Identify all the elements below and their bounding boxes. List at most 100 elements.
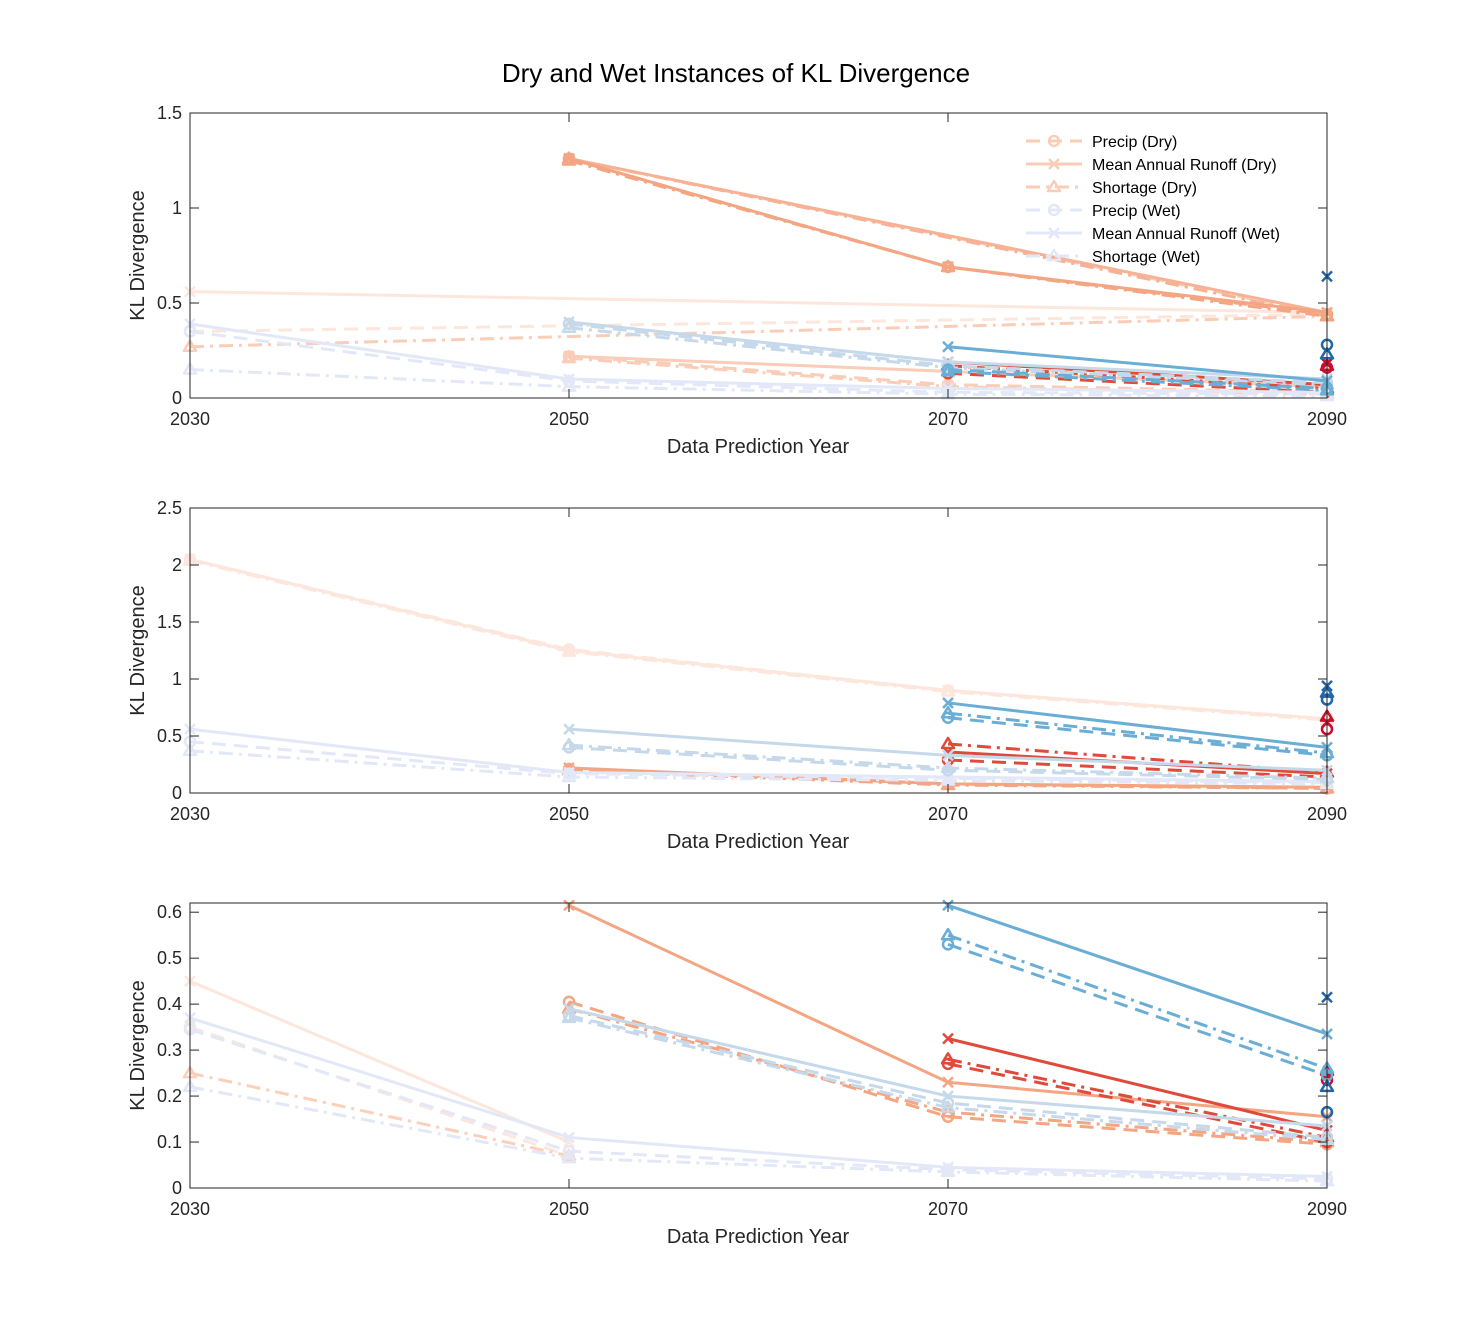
shortage-marker (940, 1100, 956, 1113)
y-tick-label: 0 (172, 1178, 182, 1198)
legend-marker (1047, 134, 1061, 148)
precip-marker (562, 1009, 576, 1022)
y-tick-label: 0 (172, 783, 182, 803)
runoff-marker (942, 684, 954, 697)
legend-marker (1048, 158, 1060, 170)
axes-box (189, 902, 1328, 1189)
shortage-marker (561, 320, 577, 333)
y-tick-label: 0.2 (157, 1086, 182, 1106)
y-axis-label: KL Divergence (127, 190, 149, 320)
series-line-shortage (189, 749, 1328, 786)
shortage-marker (940, 927, 956, 941)
shortage-marker (940, 736, 956, 750)
series-line-runoff (947, 1037, 1328, 1132)
shortage-marker (561, 737, 577, 751)
series-line-precip (189, 1027, 1328, 1181)
shortage-marker (940, 684, 956, 697)
legend-marker (1047, 203, 1061, 217)
shortage-marker (940, 760, 956, 774)
series-line-precip (568, 1014, 1328, 1139)
shortage-marker (940, 1164, 956, 1178)
plot-area (190, 903, 1327, 1188)
series-line-shortage (568, 743, 1328, 780)
y-axis-label: KL Divergence (127, 585, 149, 715)
axes-box (189, 112, 1328, 399)
data-layer (182, 553, 1335, 795)
x-tick-label: 2050 (549, 804, 589, 824)
panels: 2030 2050 2070 2090 0 0.5 1 1.5 Data Prediction … (127, 103, 1347, 1248)
precip-marker (562, 995, 576, 1009)
runoff-marker (942, 1090, 954, 1102)
series-line-precip (189, 330, 1328, 396)
series-line-shortage (947, 369, 1328, 392)
data-layer (182, 899, 1335, 1187)
figure-title: Dry and Wet Instances of KL Divergence (502, 58, 970, 88)
legend-marker (1046, 179, 1062, 193)
x-tick-label: 2090 (1307, 409, 1347, 429)
y-axis-label: KL Divergence (127, 980, 149, 1110)
runoff-marker (942, 749, 954, 762)
series-line-shortage (568, 157, 1328, 318)
y-tick-label: 0.6 (157, 902, 182, 922)
series-line-shortage (947, 742, 1328, 774)
x-axis-label: Data Prediction Year (667, 1226, 850, 1248)
series-line-shortage (568, 1007, 1328, 1144)
y-tick-label: 0.4 (157, 994, 182, 1014)
series-line-runoff (189, 727, 1328, 784)
shortage-marker (940, 1052, 956, 1065)
series-line-shortage (947, 1057, 1328, 1139)
x-tick-label: 2030 (170, 804, 210, 824)
precip-marker (941, 1163, 955, 1176)
x-tick-label: 2030 (170, 409, 210, 429)
shortage-marker (561, 644, 577, 657)
series-line-precip (947, 758, 1328, 779)
series-line-precip (568, 745, 1328, 781)
series-line-shortage (568, 1016, 1328, 1142)
legend-label: Shortage (Dry) (1092, 180, 1197, 197)
legend-label: Precip (Dry) (1092, 134, 1177, 151)
axes-box (189, 507, 1328, 794)
x-tick-label: 2090 (1307, 804, 1347, 824)
x-tick-label: 2070 (928, 409, 968, 429)
shortage-marker (561, 1010, 577, 1024)
legend-marker (1048, 227, 1060, 239)
y-tick-label: 2.5 (157, 498, 182, 518)
series-line-precip (189, 312, 1328, 333)
x-tick-label: 2090 (1307, 1199, 1347, 1219)
series-line-runoff (947, 903, 1328, 1036)
panel-2: 2030 2050 2070 2090 0 0.5 1 1.5 2 2.5 Data Predict… (127, 498, 1347, 853)
series-line-precip (947, 716, 1328, 757)
y-tick-label: 2 (172, 555, 182, 575)
y-tick-label: 0.3 (157, 1040, 182, 1060)
y-tick-label: 0.1 (157, 1132, 182, 1152)
data-layer (182, 151, 1335, 402)
shortage-marker (940, 259, 956, 273)
x-tick-label: 2050 (549, 1199, 589, 1219)
series-line-shortage (189, 1071, 570, 1158)
y-tick-label: 0 (172, 388, 182, 408)
runoff-marker (942, 1032, 954, 1045)
x-tick-label: 2070 (928, 804, 968, 824)
plot-area (190, 508, 1327, 793)
series-line-runoff (189, 290, 1328, 314)
runoff-marker (942, 1076, 954, 1089)
panel-3: 2030 2050 2070 2090 0 0.1 0.2 0.3 0.4 0.5 0.6 Data … (127, 899, 1347, 1248)
series-line-precip (947, 371, 1328, 394)
series-line-shortage (189, 558, 1328, 722)
legend-label: Precip (Wet) (1092, 203, 1181, 220)
shortage-marker (561, 350, 577, 364)
series-line-runoff (189, 979, 570, 1144)
x-tick-label: 2070 (928, 1199, 968, 1219)
x-axis-label: Data Prediction Year (667, 436, 850, 458)
runoff-marker (563, 723, 575, 736)
series-line-shortage (947, 933, 1328, 1070)
series-line-precip (947, 942, 1328, 1077)
x-axis-label: Data Prediction Year (667, 831, 850, 853)
x-tick-label: 2050 (549, 409, 589, 429)
series-line-precip (568, 354, 1328, 394)
shortage-marker (940, 705, 956, 719)
runoff-marker (563, 373, 575, 385)
series-line-runoff (947, 345, 1328, 383)
series-line-runoff (947, 701, 1328, 749)
